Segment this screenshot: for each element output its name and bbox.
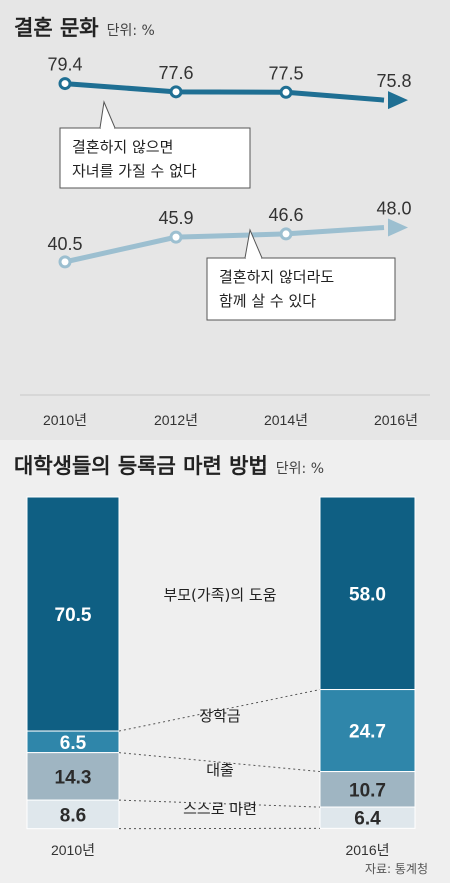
chart1-unit: 단위: % (106, 23, 155, 39)
series-label: 자녀를 가질 수 없다 (72, 162, 197, 180)
segment-connector (118, 752, 321, 773)
chart2-title: 대학생들의 등록금 마련 방법 단위: % (14, 454, 325, 478)
segment-value-label: 10.7 (349, 780, 386, 801)
data-label: 77.6 (158, 63, 193, 83)
data-label: 40.5 (47, 234, 82, 254)
chart1-title: 결혼 문화 단위: % (14, 16, 155, 40)
segment-name-label: 부모(가족)의 도움 (163, 586, 276, 604)
x-tick-label: 2012년 (154, 412, 198, 428)
x-tick-label: 2014년 (264, 412, 308, 428)
x-tick-label: 2016년 (374, 412, 418, 428)
chart2-unit: 단위: % (275, 461, 325, 477)
data-label: 45.9 (158, 208, 193, 228)
tuition-funding-panel: 대학생들의 등록금 마련 방법 단위: % 70.5 6.5 14.3 8.6 2010년… (0, 440, 450, 883)
bar-segment (319, 806, 416, 829)
segment-connector (118, 689, 321, 732)
segment-name-label: 장학금 (199, 707, 241, 725)
segment-value-label: 6.5 (60, 733, 87, 754)
category-label: 2016년 (345, 842, 389, 858)
segment-value-label: 6.4 (354, 809, 381, 830)
bar-segment (319, 689, 416, 773)
segment-value-label: 14.3 (55, 767, 92, 788)
bar-segment (26, 752, 120, 801)
data-label: 75.8 (376, 71, 411, 91)
data-point (58, 77, 72, 91)
callout-box (206, 257, 396, 321)
data-label: 77.5 (268, 63, 303, 83)
series-label: 함께 살 수 있다 (219, 292, 316, 310)
segment-value-label: 58.0 (349, 584, 386, 605)
data-point (279, 85, 293, 99)
segment-value-label: 8.6 (60, 805, 86, 826)
data-point (58, 255, 72, 269)
bar-segment (319, 496, 416, 691)
data-point (279, 227, 293, 241)
bar-segment (26, 799, 120, 830)
series-line (64, 81, 385, 103)
data-label: 48.0 (376, 199, 411, 219)
series-line (64, 225, 385, 265)
data-label: 46.6 (268, 205, 303, 225)
segment-value-label: 70.5 (55, 605, 92, 626)
segment-connector (118, 799, 321, 808)
marriage-culture-panel: 결혼 문화 단위: % 2010년 2012년 2014년 2016년 79.4 77.6 7… (0, 0, 450, 440)
series-label: 결혼하지 않으면 (72, 138, 173, 156)
data-label: 79.4 (47, 55, 82, 75)
series-arrowhead (388, 218, 408, 237)
callout-box (59, 127, 251, 189)
category-label: 2010년 (51, 842, 95, 858)
data-point (169, 230, 183, 244)
segment-name-label: 스스로 마련 (183, 800, 257, 818)
segment-value-label: 24.7 (349, 722, 386, 743)
line-chart: 2010년 2012년 2014년 2016년 79.4 77.6 77.5 75.8 40.5… (20, 55, 430, 428)
x-tick-label: 2010년 (43, 412, 87, 428)
series-arrowhead (388, 91, 408, 110)
stacked-bar-chart: 70.5 6.5 14.3 8.6 2010년 58.0 24.7 10.7 6.4 2016년 부… (26, 496, 416, 858)
data-point (169, 85, 183, 99)
segment-name-label: 대출 (206, 761, 234, 779)
callout-pointer (99, 100, 116, 129)
source-note: 자료: 통계청 (364, 862, 428, 876)
series-label: 결혼하지 않더라도 (219, 268, 334, 286)
callout-pointer (244, 228, 263, 259)
bar-segment (26, 496, 120, 732)
